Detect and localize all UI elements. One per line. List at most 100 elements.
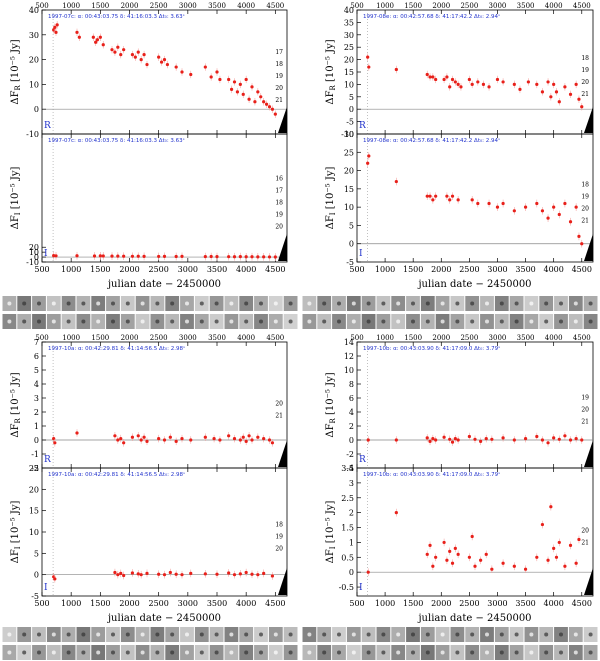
- y-axis-label-sub: I: [329, 212, 337, 215]
- stamp-source: [544, 319, 549, 324]
- data-point: [563, 201, 567, 206]
- data-point: [232, 437, 237, 441]
- data-point: [431, 198, 435, 202]
- data-point: [110, 48, 114, 52]
- stamp-source: [573, 632, 578, 637]
- data-point: [250, 85, 254, 89]
- data-point: [273, 112, 277, 116]
- data-point: [244, 255, 248, 259]
- y-tick-label: 30: [29, 31, 39, 40]
- stamp-source: [366, 319, 371, 324]
- y-tick-label: 3.5: [341, 464, 354, 473]
- magnitude-label: 20: [581, 205, 589, 212]
- y-tick-label: 40: [29, 6, 39, 15]
- data-point: [453, 437, 457, 441]
- data-point: [238, 572, 242, 576]
- stamp-source: [125, 650, 130, 655]
- x-tick-label-top: 2500: [150, 2, 168, 10]
- y-tick-label: 0: [349, 436, 354, 445]
- data-point: [180, 254, 184, 258]
- y-axis-label-sub: I: [14, 212, 22, 215]
- data-point: [450, 194, 455, 198]
- panel-info-text: 1997-10b: α: 00:43:03.90 δ: 41:17:09.0 Δ…: [363, 472, 500, 478]
- y-axis-label: ΔFI [10⁻⁵ Jy]: [10, 167, 22, 230]
- y-tick-label: 30: [344, 130, 354, 139]
- data-point: [568, 438, 573, 442]
- data-point: [250, 255, 254, 259]
- data-point: [557, 437, 561, 441]
- y-tick-label: 10: [344, 80, 354, 89]
- data-point: [568, 543, 573, 547]
- data-point: [476, 201, 480, 206]
- data-point: [428, 194, 432, 198]
- x-tick-label: 1500: [90, 599, 110, 608]
- data-point: [523, 437, 528, 441]
- stamp-source: [396, 650, 401, 655]
- data-point: [162, 438, 167, 442]
- y-axis-label-unit: [10⁻⁵ Jy]: [325, 39, 336, 85]
- data-point: [52, 28, 56, 32]
- data-point: [262, 255, 266, 259]
- stamp-source: [185, 650, 189, 655]
- data-point: [119, 53, 123, 57]
- data-point: [546, 216, 550, 220]
- stamp-source: [22, 650, 27, 655]
- data-point: [577, 97, 581, 101]
- data-point: [189, 571, 193, 575]
- stamp-source: [366, 650, 371, 655]
- x-tick-label: 2000: [119, 265, 139, 274]
- panel-frame: [356, 9, 594, 135]
- data-point: [52, 254, 56, 258]
- stamp-source: [273, 319, 278, 324]
- x-tick-label: 2000: [431, 599, 451, 608]
- data-point: [203, 435, 207, 439]
- stamp-source: [411, 301, 415, 306]
- data-point: [470, 534, 474, 539]
- y-tick-label: 5: [349, 93, 354, 102]
- data-point: [142, 53, 146, 57]
- data-point: [54, 30, 58, 34]
- data-point: [247, 434, 251, 438]
- data-point: [552, 546, 556, 550]
- stamp-source: [470, 650, 475, 655]
- data-point: [145, 571, 149, 575]
- data-point: [203, 65, 207, 69]
- data-point: [101, 43, 105, 47]
- x-tick-label-top: 4500: [266, 334, 284, 342]
- y-tick-label: 25: [344, 148, 354, 157]
- stamp-source: [81, 650, 86, 655]
- data-point: [546, 441, 550, 445]
- stamp-source: [22, 301, 27, 306]
- y-tick-label: 6: [349, 394, 354, 403]
- x-tick-label: 4500: [572, 265, 592, 274]
- data-point: [431, 564, 435, 568]
- data-point: [174, 65, 178, 69]
- magnitude-label: 16: [275, 175, 283, 182]
- data-point: [235, 90, 240, 94]
- stamp-source: [573, 319, 578, 324]
- y-tick-label: 25: [29, 464, 39, 473]
- data-point: [119, 437, 123, 441]
- data-point: [212, 437, 216, 441]
- stamp-source: [244, 301, 249, 306]
- data-point: [450, 440, 455, 444]
- data-point: [487, 85, 491, 89]
- y-tick-label: 2: [349, 509, 354, 518]
- y-tick-label: 3: [34, 394, 39, 403]
- stamp-source: [170, 650, 175, 655]
- x-tick-label-top: 1500: [91, 2, 109, 10]
- stamp-source: [307, 632, 312, 637]
- data-point: [495, 77, 500, 82]
- stamp-source: [81, 301, 86, 306]
- data-point: [256, 90, 260, 94]
- y-axis-label-sub: I: [14, 546, 22, 549]
- stamp-source: [170, 319, 175, 324]
- y-tick-label: 0: [34, 436, 39, 445]
- x-tick-label: 500: [34, 599, 49, 608]
- stamp-source: [588, 650, 593, 655]
- x-tick-label: 4500: [572, 599, 592, 608]
- data-point: [470, 198, 474, 202]
- data-point: [563, 85, 567, 89]
- data-point: [512, 564, 516, 568]
- magnitude-label: 19: [275, 73, 283, 80]
